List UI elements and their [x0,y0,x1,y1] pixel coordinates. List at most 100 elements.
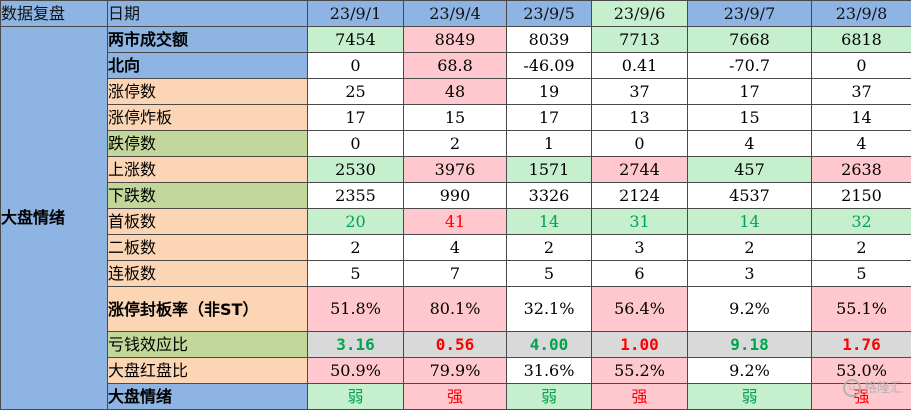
row-label[interactable]: 下跌数 [108,183,308,209]
table-cell[interactable]: 14 [812,105,911,131]
row-label[interactable]: 涨停数 [108,79,308,105]
row-label[interactable]: 大盘红盘比 [108,358,308,384]
table-cell[interactable]: 4.00 [507,332,592,358]
table-cell[interactable]: 8039 [507,27,592,53]
row-label[interactable]: 二板数 [108,235,308,261]
table-cell[interactable]: 79.9% [404,358,507,384]
table-cell[interactable]: 0 [308,53,404,79]
table-cell[interactable]: 9.2% [688,358,812,384]
table-cell[interactable]: 55.2% [592,358,688,384]
table-cell[interactable]: 4 [812,131,911,157]
table-cell[interactable]: 3.16 [308,332,404,358]
table-cell[interactable]: 2355 [308,183,404,209]
row-label[interactable]: 涨停封板率（非ST） [108,287,308,332]
table-cell[interactable]: 13 [592,105,688,131]
row-label[interactable]: 两市成交额 [108,27,308,53]
table-cell[interactable]: 19 [507,79,592,105]
table-cell[interactable]: 0 [592,131,688,157]
table-cell[interactable]: 7713 [592,27,688,53]
side-label[interactable]: 大盘情绪 [1,27,108,410]
table-cell[interactable]: 4537 [688,183,812,209]
table-cell[interactable]: 2 [308,235,404,261]
table-cell[interactable]: 4 [688,131,812,157]
row-label[interactable]: 首板数 [108,209,308,235]
table-cell[interactable]: 弱 [308,384,404,410]
table-cell[interactable]: 8849 [404,27,507,53]
table-cell[interactable]: 3 [592,235,688,261]
table-cell[interactable]: 31 [592,209,688,235]
table-cell[interactable]: 17 [507,105,592,131]
table-cell[interactable]: 37 [812,79,911,105]
table-cell[interactable]: 17 [688,79,812,105]
table-cell[interactable]: 7668 [688,27,812,53]
table-cell[interactable]: 80.1% [404,287,507,332]
table-cell[interactable]: 50.9% [308,358,404,384]
row-label[interactable]: 上涨数 [108,157,308,183]
sheet-title[interactable]: 数据复盘 [1,1,108,27]
date-header[interactable]: 23/9/8 [812,1,911,27]
table-cell[interactable]: 6 [592,261,688,287]
table-cell[interactable]: 15 [688,105,812,131]
table-cell[interactable]: 17 [308,105,404,131]
table-cell[interactable]: 1.00 [592,332,688,358]
table-cell[interactable]: 1571 [507,157,592,183]
table-cell[interactable]: 2150 [812,183,911,209]
date-header[interactable]: 23/9/4 [404,1,507,27]
table-cell[interactable]: 2 [812,235,911,261]
table-cell[interactable]: 强 [592,384,688,410]
table-cell[interactable]: 5 [507,261,592,287]
date-header[interactable]: 23/9/1 [308,1,404,27]
table-cell[interactable]: 20 [308,209,404,235]
row-label[interactable]: 大盘情绪 [108,384,308,410]
table-cell[interactable]: 1.76 [812,332,911,358]
table-cell[interactable]: 3976 [404,157,507,183]
table-cell[interactable]: 14 [688,209,812,235]
table-cell[interactable]: 9.2% [688,287,812,332]
table-cell[interactable]: 457 [688,157,812,183]
table-cell[interactable]: 弱 [507,384,592,410]
table-cell[interactable]: -70.7 [688,53,812,79]
table-cell[interactable]: 2 [688,235,812,261]
table-cell[interactable]: 5 [308,261,404,287]
table-cell[interactable]: 1 [507,131,592,157]
row-label[interactable]: 亏钱效应比 [108,332,308,358]
table-cell[interactable]: 0.56 [404,332,507,358]
row-label[interactable]: 连板数 [108,261,308,287]
table-cell[interactable]: 48 [404,79,507,105]
table-cell[interactable]: 2 [507,235,592,261]
table-cell[interactable]: 990 [404,183,507,209]
date-label[interactable]: 日期 [108,1,308,27]
table-cell[interactable]: 3326 [507,183,592,209]
table-cell[interactable]: 2530 [308,157,404,183]
table-cell[interactable]: 32.1% [507,287,592,332]
table-cell[interactable]: 15 [404,105,507,131]
date-header-selected[interactable]: 23/9/6 [592,1,688,27]
table-cell[interactable]: 2744 [592,157,688,183]
table-cell[interactable]: 弱 [688,384,812,410]
table-cell[interactable]: 25 [308,79,404,105]
table-cell[interactable]: 55.1% [812,287,911,332]
table-cell[interactable]: 32 [812,209,911,235]
table-cell[interactable]: 2 [404,131,507,157]
table-cell[interactable]: 56.4% [592,287,688,332]
table-cell[interactable]: 2638 [812,157,911,183]
row-label[interactable]: 北向 [108,53,308,79]
table-cell[interactable]: 5 [812,261,911,287]
table-cell[interactable]: -46.09 [507,53,592,79]
table-cell[interactable]: 9.18 [688,332,812,358]
table-cell[interactable]: 0 [812,53,911,79]
table-cell[interactable]: 7454 [308,27,404,53]
table-cell[interactable]: 68.8 [404,53,507,79]
table-cell[interactable]: 41 [404,209,507,235]
table-cell[interactable]: 6818 [812,27,911,53]
row-label[interactable]: 涨停炸板 [108,105,308,131]
table-cell[interactable]: 3 [688,261,812,287]
row-label[interactable]: 跌停数 [108,131,308,157]
table-cell[interactable]: 37 [592,79,688,105]
table-cell[interactable]: 51.8% [308,287,404,332]
table-cell[interactable]: 0 [308,131,404,157]
table-cell[interactable]: 0.41 [592,53,688,79]
table-cell[interactable]: 强 [404,384,507,410]
date-header[interactable]: 23/9/5 [507,1,592,27]
table-cell[interactable]: 31.6% [507,358,592,384]
